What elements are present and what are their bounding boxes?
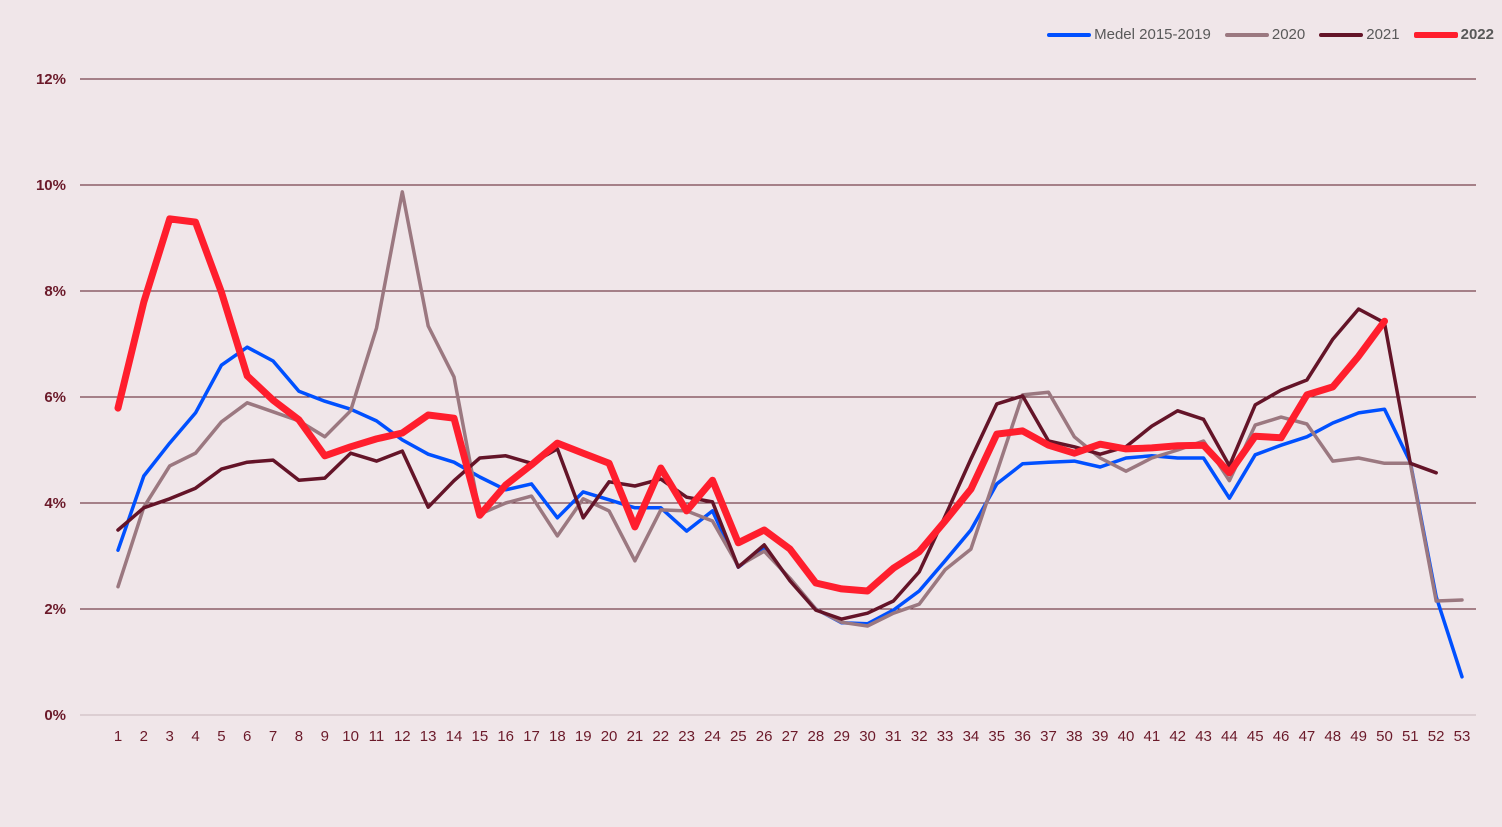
y-tick-label: 0% [44,707,66,724]
x-tick-label: 7 [269,728,277,745]
y-tick-label: 12% [36,71,66,88]
legend-item: 2020 [1224,26,1306,43]
legend: Medel 2015-2019 2020 2021 2022 [1047,26,1494,43]
legend-item: Medel 2015-2019 [1047,26,1211,43]
y-tick-label: 10% [36,177,66,194]
x-tick-label: 24 [704,728,721,745]
x-tick-label: 15 [472,728,489,745]
legend-swatch [1413,31,1458,38]
series-line-2021 [116,307,1438,621]
x-tick-label: 50 [1376,728,1393,745]
legend-label: 2022 [1460,26,1494,43]
x-tick-label: 6 [243,728,251,745]
x-tick-label: 34 [963,728,980,745]
x-tick-label: 11 [369,728,385,745]
x-tick-label: 38 [1066,728,1083,745]
x-tick-label: 4 [191,728,199,745]
x-tick-label: 27 [782,728,799,745]
x-tick-label: 37 [1040,728,1057,745]
y-tick-label: 8% [44,283,66,300]
x-tick-label: 12 [394,728,411,745]
x-tick-label: 42 [1169,728,1186,745]
x-tick-label: 43 [1195,728,1212,745]
x-tick-label: 21 [627,728,644,745]
x-tick-label: 26 [756,728,773,745]
x-tick-label: 16 [497,728,514,745]
series-line-2020 [116,190,1464,628]
x-tick-label: 19 [575,728,592,745]
x-tick-label: 20 [601,728,618,745]
x-tick-label: 31 [885,728,902,745]
x-tick-label: 25 [730,728,747,745]
x-tick-label: 53 [1454,728,1471,745]
x-tick-label: 51 [1402,728,1419,745]
legend-swatch [1319,32,1364,37]
x-tick-label: 32 [911,728,928,745]
x-tick-label: 2 [140,728,148,745]
x-tick-label: 35 [988,728,1005,745]
x-tick-label: 28 [808,728,825,745]
x-tick-label: 40 [1118,728,1135,745]
legend-item: 2022 [1413,26,1494,43]
x-tick-label: 45 [1247,728,1264,745]
x-tick-label: 8 [295,728,303,745]
x-tick-label: 44 [1221,728,1238,745]
y-tick-label: 6% [44,389,66,406]
x-tick-label: 30 [859,728,876,745]
legend-label: 2021 [1366,26,1400,43]
x-tick-label: 3 [166,728,174,745]
legend-label: Medel 2015-2019 [1094,26,1211,43]
legend-swatch [1047,32,1092,37]
x-tick-label: 1 [114,728,122,745]
x-tick-label: 39 [1092,728,1109,745]
x-tick-label: 5 [217,728,225,745]
x-tick-label: 49 [1350,728,1367,745]
x-tick-label: 14 [446,728,463,745]
x-tick-label: 48 [1324,728,1341,745]
y-tick-label: 4% [44,495,66,512]
x-tick-label: 22 [652,728,669,745]
y-tick-label: 2% [44,601,66,618]
x-tick-label: 17 [523,728,540,745]
x-tick-label: 23 [678,728,695,745]
x-tick-label: 10 [342,728,359,745]
legend-item: 2021 [1319,26,1400,43]
x-tick-label: 33 [937,728,954,745]
x-tick-label: 18 [549,728,566,745]
x-tick-label: 52 [1428,728,1445,745]
x-tick-label: 36 [1014,728,1031,745]
x-tick-label: 29 [833,728,850,745]
x-tick-label: 13 [420,728,437,745]
x-tick-label: 9 [321,728,329,745]
x-tick-label: 46 [1273,728,1290,745]
legend-swatch [1224,32,1269,37]
x-tick-label: 41 [1144,728,1161,745]
series-line-2022 [114,215,1388,595]
legend-label: 2020 [1271,26,1306,43]
x-tick-label: 47 [1299,728,1316,745]
